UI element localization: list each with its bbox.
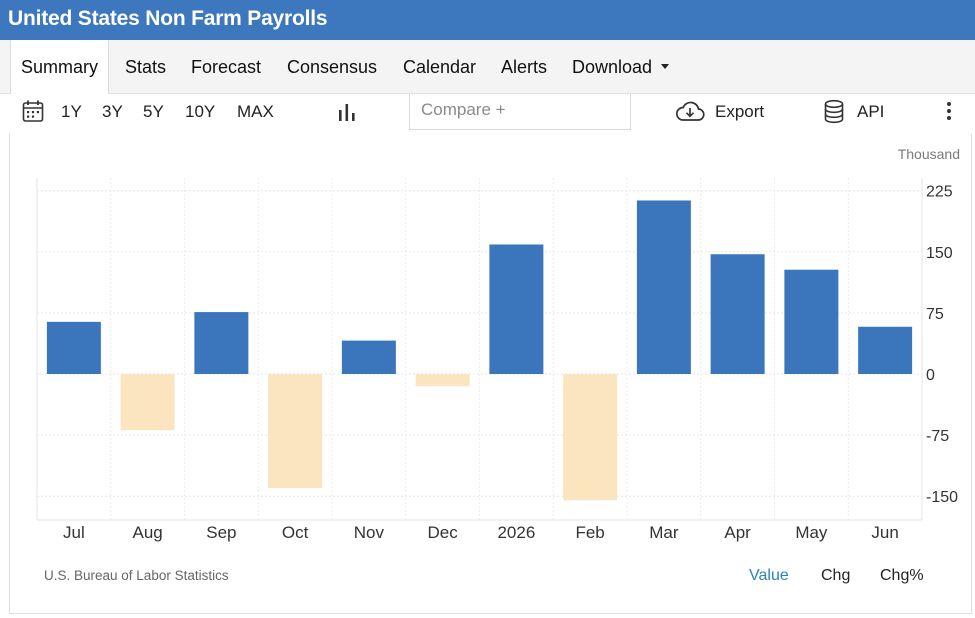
bar-may bbox=[784, 269, 839, 374]
cloud-download-icon[interactable] bbox=[675, 100, 705, 129]
api-button[interactable]: API bbox=[857, 102, 885, 121]
tab-bar: Summary Stats Forecast Consensus Calenda… bbox=[0, 40, 975, 94]
tab-forecast[interactable]: Forecast bbox=[191, 57, 262, 77]
mode-chg-button[interactable]: Chg bbox=[821, 567, 851, 584]
x-tick-label: Sep bbox=[206, 523, 236, 542]
bar-jun bbox=[858, 326, 913, 374]
tab-consensus[interactable]: Consensus bbox=[287, 57, 378, 77]
bar-jul bbox=[46, 321, 101, 374]
range-3y-button[interactable]: 3Y bbox=[102, 102, 123, 121]
y-tick-label: -75 bbox=[926, 428, 949, 445]
bar-sep bbox=[194, 312, 249, 374]
mode-chgpct-button[interactable]: Chg% bbox=[880, 567, 924, 584]
unit-label: Thousand bbox=[897, 146, 960, 162]
x-tick-label: 2026 bbox=[497, 523, 535, 542]
bar-apr bbox=[710, 254, 765, 374]
tab-download-label: Download bbox=[572, 57, 653, 77]
y-tick-label: 75 bbox=[926, 306, 944, 323]
bar-feb bbox=[563, 374, 618, 501]
x-tick-label: Feb bbox=[575, 523, 604, 542]
x-tick-label: Aug bbox=[133, 523, 163, 542]
y-tick-label: 150 bbox=[926, 245, 953, 262]
range-5y-button[interactable]: 5Y bbox=[143, 102, 164, 121]
tab-calendar[interactable]: Calendar bbox=[403, 57, 477, 77]
title-bar: United States Non Farm Payrolls bbox=[0, 0, 975, 40]
x-tick-label: May bbox=[795, 523, 828, 542]
y-tick-label: 225 bbox=[926, 184, 953, 201]
source-label: U.S. Bureau of Labor Statistics bbox=[44, 568, 229, 583]
page-title: United States Non Farm Payrolls bbox=[8, 7, 328, 30]
x-tick-label: Oct bbox=[282, 523, 309, 542]
kebab-menu-icon[interactable] bbox=[945, 100, 953, 127]
tab-stats[interactable]: Stats bbox=[125, 57, 167, 77]
bar-nov bbox=[341, 340, 396, 374]
range-max-button[interactable]: MAX bbox=[237, 102, 274, 121]
x-tick-label: Dec bbox=[428, 523, 459, 542]
y-tick-label: 0 bbox=[926, 367, 935, 384]
bar-mar bbox=[636, 200, 691, 374]
export-button[interactable]: Export bbox=[715, 102, 765, 121]
tab-summary[interactable]: Summary bbox=[10, 40, 110, 94]
tab-alerts[interactable]: Alerts bbox=[501, 57, 548, 77]
bar-aug bbox=[120, 374, 175, 431]
range-10y-button[interactable]: 10Y bbox=[185, 102, 216, 121]
caret-down-icon bbox=[661, 63, 670, 69]
x-tick-label: Jul bbox=[63, 523, 85, 542]
compare-input[interactable] bbox=[421, 98, 621, 122]
y-tick-label: -150 bbox=[926, 489, 958, 506]
bar-dec bbox=[415, 374, 470, 387]
tab-download[interactable]: Download bbox=[572, 40, 670, 94]
calendar-icon[interactable] bbox=[22, 99, 44, 128]
x-tick-label: Apr bbox=[724, 523, 751, 542]
range-1y-button[interactable]: 1Y bbox=[61, 102, 82, 121]
mode-value-button[interactable]: Value bbox=[749, 567, 789, 584]
x-tick-label: Nov bbox=[354, 523, 385, 542]
x-tick-label: Mar bbox=[649, 523, 679, 542]
database-icon[interactable] bbox=[823, 99, 845, 130]
bar-chart-icon[interactable] bbox=[337, 101, 357, 128]
compare-field[interactable] bbox=[409, 94, 631, 130]
x-tick-label: Jun bbox=[871, 523, 898, 542]
bar-oct bbox=[268, 374, 323, 489]
bar-2026 bbox=[489, 244, 544, 374]
